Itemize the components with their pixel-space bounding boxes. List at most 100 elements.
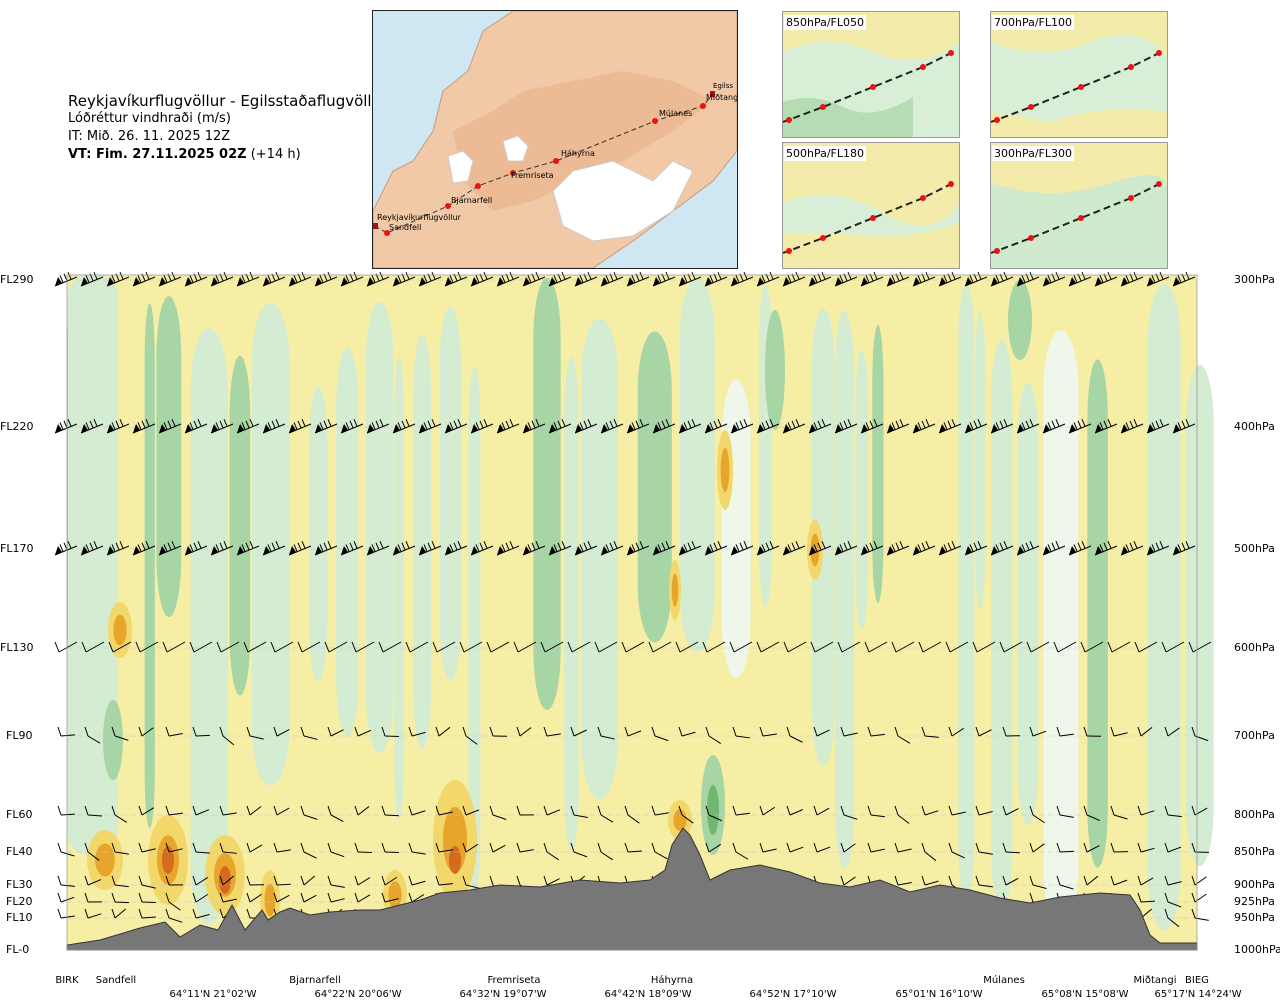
map-label-hahyrna: Háhyrna xyxy=(561,149,595,158)
wind-barb xyxy=(860,545,884,556)
wind-barb xyxy=(379,541,384,549)
wind-barb xyxy=(1177,544,1182,552)
wind-barb xyxy=(111,892,116,903)
wind-barb xyxy=(704,276,728,287)
updraft-core xyxy=(720,448,730,492)
wind-barb xyxy=(1002,726,1007,737)
wind-barb xyxy=(471,277,478,286)
wind-barb xyxy=(465,809,480,816)
inset-graphic xyxy=(783,143,959,268)
wind-barb xyxy=(354,892,359,903)
wind-barb xyxy=(1029,419,1034,427)
wind-barb xyxy=(275,541,280,549)
wind-barb xyxy=(557,420,562,428)
wind-barb xyxy=(435,805,440,816)
wind-barb xyxy=(912,545,936,556)
wind-barb xyxy=(1043,277,1050,286)
map-label-reykjavik: Reykjavíkurflugvöllur xyxy=(377,213,461,222)
wind-barb xyxy=(1173,424,1180,433)
wind-barb xyxy=(1032,884,1047,890)
wind-barb xyxy=(1077,420,1082,428)
wind-barb xyxy=(249,272,254,280)
wind-barb xyxy=(405,641,411,653)
wind-barb xyxy=(795,541,800,549)
wind-barb xyxy=(293,422,298,430)
wind-barb xyxy=(691,272,696,280)
wind-barb xyxy=(267,275,272,283)
wind-barb xyxy=(288,423,312,434)
wind-barb xyxy=(1017,277,1024,286)
wind-barb xyxy=(516,875,521,886)
wind-barb xyxy=(1099,544,1104,552)
wind-barb xyxy=(60,896,75,903)
wind-barb xyxy=(1147,546,1154,555)
wind-barb xyxy=(899,419,904,427)
wind-barb xyxy=(951,419,956,427)
wind-barb xyxy=(782,423,806,434)
wind-barb xyxy=(185,424,192,433)
wind-barb xyxy=(613,272,618,280)
wind-barb xyxy=(601,277,608,286)
wind-barb xyxy=(184,276,208,287)
wind-barb xyxy=(81,641,87,653)
wind-barb xyxy=(1029,726,1034,737)
wind-barb xyxy=(969,544,974,552)
wind-barb xyxy=(522,545,546,556)
wind-barb xyxy=(613,419,618,427)
wind-barb xyxy=(574,545,598,556)
wind-barb xyxy=(540,641,546,653)
wind-barb xyxy=(705,277,712,286)
wind-barb xyxy=(897,814,910,824)
wind-barb xyxy=(922,641,942,653)
wind-barb xyxy=(462,726,467,737)
wind-barb xyxy=(87,735,101,744)
wind-barb xyxy=(1086,845,1100,853)
wind-barb xyxy=(371,275,376,283)
wind-barb xyxy=(81,424,88,433)
wind-barb xyxy=(661,420,666,428)
wind-barb xyxy=(319,544,324,552)
wind-barb xyxy=(861,424,868,433)
wind-barb xyxy=(817,420,822,428)
wind-barb xyxy=(393,424,400,433)
wind-barb xyxy=(575,277,582,286)
wind-barb xyxy=(631,544,636,552)
wind-barb xyxy=(653,546,660,555)
wind-barb xyxy=(93,419,98,427)
inset-label: 850hPa/FL050 xyxy=(784,15,867,30)
wind-barb xyxy=(947,542,952,550)
wind-barb xyxy=(1113,732,1128,737)
wind-barb xyxy=(249,806,262,816)
wind-barb xyxy=(236,545,260,556)
pressure-level-label: 300hPa xyxy=(1234,273,1275,286)
wind-barb xyxy=(459,641,465,653)
wind-barb xyxy=(366,545,390,556)
flight-level-label: FL90 xyxy=(6,729,33,742)
wind-barb xyxy=(761,275,766,283)
wind-barb xyxy=(1095,424,1102,433)
wind-barb xyxy=(492,844,506,853)
wind-barb xyxy=(1094,423,1118,434)
wind-barb xyxy=(951,272,956,280)
wind-barb xyxy=(917,275,922,283)
wind-barb xyxy=(133,546,140,555)
updraft-core xyxy=(264,883,276,917)
wind-barb xyxy=(193,641,213,653)
wind-barb xyxy=(411,810,426,816)
wind-barb xyxy=(1094,276,1118,287)
wind-barb xyxy=(345,275,350,283)
wind-barb xyxy=(969,275,974,283)
wind-barb xyxy=(951,727,964,737)
wind-barb xyxy=(241,544,246,552)
flight-level-label: FL60 xyxy=(6,808,33,821)
wind-barb xyxy=(574,423,598,434)
downdraft-band xyxy=(975,311,986,611)
wind-barb xyxy=(840,805,845,816)
route-map-graphic xyxy=(373,11,737,268)
downdraft-band xyxy=(1087,359,1108,868)
wind-barb xyxy=(567,641,573,653)
wind-barb xyxy=(516,842,521,853)
terrain-profile xyxy=(66,827,1198,951)
wind-barb xyxy=(869,542,874,550)
wind-barb xyxy=(236,423,260,434)
